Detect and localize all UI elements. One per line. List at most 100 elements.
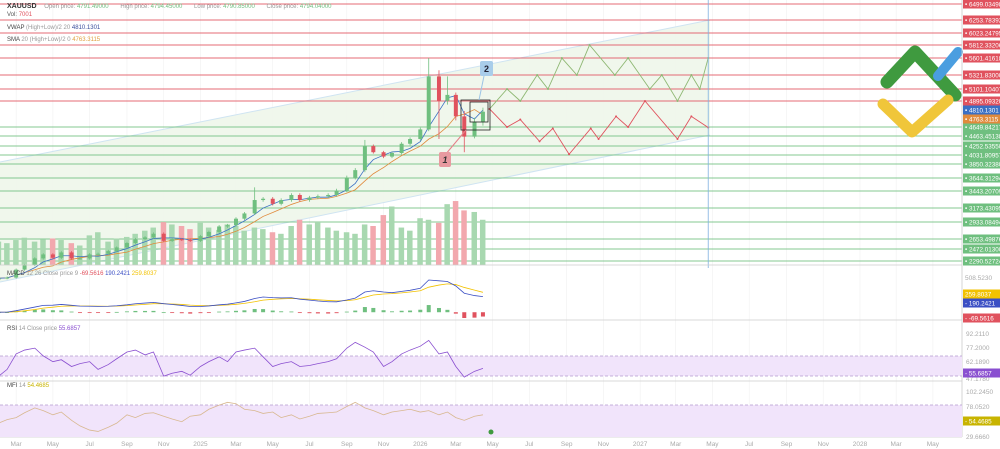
- level-badge-text: • 3644.31294: [965, 175, 1000, 182]
- candle-body: [5, 277, 10, 279]
- macd-histogram-bar: [399, 310, 404, 313]
- candle-body: [445, 94, 450, 101]
- volume-bar: [352, 233, 358, 265]
- sma-legend[interactable]: SMA 20 (High+Low)/2 0 4763.3115: [7, 37, 100, 43]
- watermark-logo-icon: [488, 429, 494, 435]
- x-tick-label: 2027: [633, 441, 648, 448]
- ohlc-legend: XAUUSD Open price: 4791.49000 High price…: [7, 3, 342, 10]
- level-badge-text: • 4252.53550: [965, 143, 1000, 150]
- symbol-label: XAUUSD: [7, 3, 37, 10]
- level-badge-text: • 5321.83000: [965, 72, 1000, 79]
- macd-params: 12 26 Close price 9: [26, 271, 79, 277]
- x-tick-label: May: [927, 441, 940, 448]
- level-badge: [963, 0, 1000, 9]
- candle-body: [453, 94, 458, 117]
- volume-bar: [398, 227, 405, 265]
- candle-body: [96, 253, 101, 255]
- macd-hist-value: -69.5616: [79, 271, 104, 277]
- candle-body: [32, 258, 37, 266]
- vwap-legend[interactable]: VWAP (High+Low)/2 20 4810.1301: [7, 25, 100, 31]
- x-tick-label: Jul: [745, 441, 754, 448]
- mfi-params: 14: [19, 383, 26, 389]
- macd-histogram-bar: [59, 310, 64, 313]
- macd-histogram-bar: [289, 311, 294, 313]
- macd-signal-badge: [963, 289, 1000, 299]
- volume-bar: [205, 227, 212, 265]
- volume-bar: [435, 222, 442, 265]
- level-badge: [963, 186, 1000, 196]
- macd-histogram-bar: [217, 311, 222, 313]
- volume-bar: [197, 222, 203, 265]
- volume-bar: [306, 224, 312, 265]
- candle-body: [151, 233, 156, 238]
- rsi-legend[interactable]: RSI 14 Close price 55.6857: [7, 326, 80, 332]
- candle-body: [22, 265, 27, 270]
- candle-body: [334, 190, 339, 195]
- x-tick-label: 2025: [193, 441, 208, 448]
- macd-badge-text: - 190.2421: [965, 300, 996, 307]
- volume-bar: [325, 227, 331, 265]
- low-value: 4790.85000: [223, 4, 255, 10]
- x-tick-label: Nov: [158, 441, 170, 448]
- candle-body: [106, 251, 111, 254]
- macd-histogram-bar: [418, 309, 423, 313]
- candle-body: [289, 194, 294, 201]
- label-1-badge: [439, 152, 451, 167]
- pattern-box-inner: [469, 101, 489, 123]
- candle-body: [462, 116, 467, 137]
- label-2-text: 2: [484, 64, 489, 74]
- macd-histogram-bar: [106, 312, 111, 314]
- macd-histogram-bar: [353, 310, 358, 313]
- x-tick-label: Jul: [525, 441, 534, 448]
- candle-body: [252, 200, 257, 214]
- candle-body: [50, 254, 55, 258]
- macd-histogram-bar: [198, 312, 203, 314]
- x-tick-label: Mar: [230, 441, 242, 448]
- macd-histogram-bar: [124, 311, 129, 313]
- level-badge-text: • 4649.84217: [965, 124, 1000, 131]
- candle-body: [297, 194, 302, 201]
- level-badge: [963, 159, 1000, 169]
- close-label: Close price:: [266, 4, 299, 10]
- level-badge-text: • 3443.20709: [965, 188, 1000, 195]
- macd-hist-badge-text: - -69.5616: [965, 315, 994, 322]
- volume-bar: [388, 206, 395, 265]
- rsi-axis-tick: 92.2110: [966, 331, 989, 338]
- macd-legend[interactable]: MACD 12 26 Close price 9 -69.5616 190.24…: [7, 271, 157, 277]
- candle-body: [261, 198, 266, 201]
- level-badge: [963, 256, 1000, 266]
- macd-histogram-bar: [252, 308, 257, 313]
- macd-histogram-bar: [206, 312, 211, 314]
- level-badge-text: • 2933.08494: [965, 219, 1000, 226]
- macd-histogram-bar: [188, 312, 193, 314]
- volume-bar: [4, 243, 10, 265]
- forecast-bearish-path-point: [615, 115, 618, 118]
- candle-body: [179, 239, 184, 241]
- volume-bar: [150, 227, 156, 265]
- candle-body: [87, 254, 92, 259]
- sma-params: 20 (High+Low)/2 0: [21, 37, 71, 43]
- macd-histogram-bar: [179, 312, 184, 314]
- forecast-bullish-path-point: [546, 88, 549, 91]
- forecast-bullish-path-point: [648, 88, 651, 91]
- forecast-bullish-path-point: [536, 74, 539, 77]
- mfi-line: [0, 401, 484, 432]
- candle-body: [114, 247, 119, 252]
- volume-bar: [0, 241, 2, 265]
- level-badge-text: • 2653.49876: [965, 236, 1000, 243]
- label-2-pointer: [478, 75, 485, 101]
- forecast-bearish-path-point: [538, 140, 541, 143]
- forecast-bearish-path-point: [676, 138, 679, 141]
- x-tick-label: Jul: [85, 441, 94, 448]
- forecast-bearish-path-point: [568, 153, 571, 156]
- level-badge: [963, 131, 1000, 141]
- litefinance-logo: [877, 45, 963, 138]
- macd-histogram-bar: [242, 310, 247, 313]
- mfi-legend[interactable]: MFI 14 54.4685: [7, 383, 49, 389]
- rsi-axis-tick: 77.2000: [966, 345, 990, 352]
- x-tick-label: 2026: [413, 441, 428, 448]
- level-badge-text: • 6499.03498: [965, 1, 1000, 8]
- vol-value: 7001: [18, 12, 33, 18]
- volume-bar: [251, 227, 258, 265]
